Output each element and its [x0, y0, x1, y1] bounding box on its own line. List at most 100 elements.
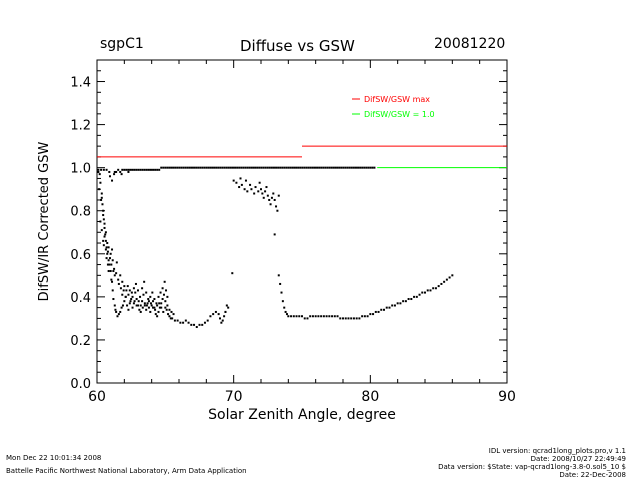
data-point — [161, 287, 164, 290]
data-point — [156, 304, 159, 307]
data-point — [287, 315, 290, 318]
data-point — [139, 304, 142, 307]
data-point — [264, 190, 267, 193]
data-point — [182, 166, 185, 169]
data-point — [138, 308, 141, 311]
data-point — [139, 310, 142, 313]
data-point — [156, 315, 159, 318]
data-point — [170, 166, 173, 169]
data-point — [127, 170, 130, 173]
data-point — [391, 304, 394, 307]
data-point — [117, 168, 120, 171]
data-point — [145, 168, 148, 171]
data-point — [306, 317, 309, 320]
data-point — [117, 282, 120, 285]
data-point — [213, 166, 216, 169]
data-point — [374, 310, 377, 313]
data-point — [111, 289, 114, 292]
data-point — [129, 300, 132, 303]
data-point — [223, 166, 226, 169]
data-point — [158, 306, 161, 309]
data-point — [110, 263, 113, 266]
data-point — [184, 166, 187, 169]
data-point — [331, 315, 334, 318]
footer-idl-version: IDL version: qcrad1long_plots.pro,v 1.1 — [488, 447, 626, 455]
data-point — [115, 170, 118, 173]
data-point — [273, 198, 276, 201]
data-point — [98, 173, 101, 176]
data-point — [279, 282, 282, 285]
data-point — [131, 295, 134, 298]
data-point — [326, 166, 329, 169]
data-point — [369, 313, 372, 316]
data-point — [275, 205, 278, 208]
data-point — [149, 310, 152, 313]
data-point — [114, 308, 117, 311]
data-point — [127, 308, 130, 311]
data-point — [328, 166, 331, 169]
data-point — [115, 310, 118, 313]
data-point — [242, 166, 245, 169]
data-point — [219, 166, 222, 169]
data-point — [152, 168, 155, 171]
data-point — [231, 166, 234, 169]
data-point — [116, 315, 119, 318]
data-point — [440, 282, 443, 285]
data-point — [284, 310, 287, 313]
data-point — [187, 321, 190, 324]
data-point — [352, 166, 355, 169]
data-point — [111, 248, 114, 251]
data-point — [287, 166, 290, 169]
data-point — [295, 166, 298, 169]
data-point — [231, 272, 234, 275]
data-point — [135, 298, 138, 301]
data-point — [434, 287, 437, 290]
data-point — [154, 308, 157, 311]
data-point — [197, 166, 200, 169]
data-point — [190, 323, 193, 326]
data-point — [113, 267, 116, 270]
data-point — [152, 300, 155, 303]
x-tick-label: 80 — [361, 389, 379, 405]
data-point — [240, 166, 243, 169]
data-point — [350, 317, 353, 320]
data-point — [111, 280, 114, 283]
data-point — [361, 166, 364, 169]
data-point — [152, 306, 155, 309]
x-tick-label: 60 — [88, 389, 106, 405]
data-point — [256, 166, 259, 169]
data-point — [108, 170, 111, 173]
data-point — [135, 304, 138, 307]
data-point — [128, 289, 131, 292]
data-point — [193, 323, 196, 326]
data-point — [125, 289, 128, 292]
data-point — [104, 248, 107, 251]
data-point — [117, 313, 120, 316]
data-point — [219, 317, 221, 320]
data-point — [325, 315, 328, 318]
y-tick-label: 0.2 — [70, 334, 91, 349]
data-point — [277, 166, 280, 169]
data-point — [316, 166, 319, 169]
data-point — [276, 209, 279, 212]
data-point — [119, 274, 122, 277]
data-point — [99, 220, 102, 223]
x-tick-label: 70 — [225, 389, 243, 405]
data-point — [413, 295, 416, 298]
data-point — [150, 304, 153, 307]
data-point — [102, 214, 105, 217]
data-point — [143, 302, 146, 305]
data-point — [334, 166, 337, 169]
data-point — [130, 298, 133, 301]
data-point — [344, 166, 347, 169]
data-point — [313, 166, 316, 169]
data-point — [123, 300, 126, 303]
data-point — [160, 166, 163, 169]
data-point — [225, 166, 228, 169]
data-point — [270, 196, 273, 199]
data-point — [146, 302, 149, 305]
data-point — [214, 310, 217, 313]
data-point — [311, 166, 314, 169]
data-point — [153, 298, 156, 301]
